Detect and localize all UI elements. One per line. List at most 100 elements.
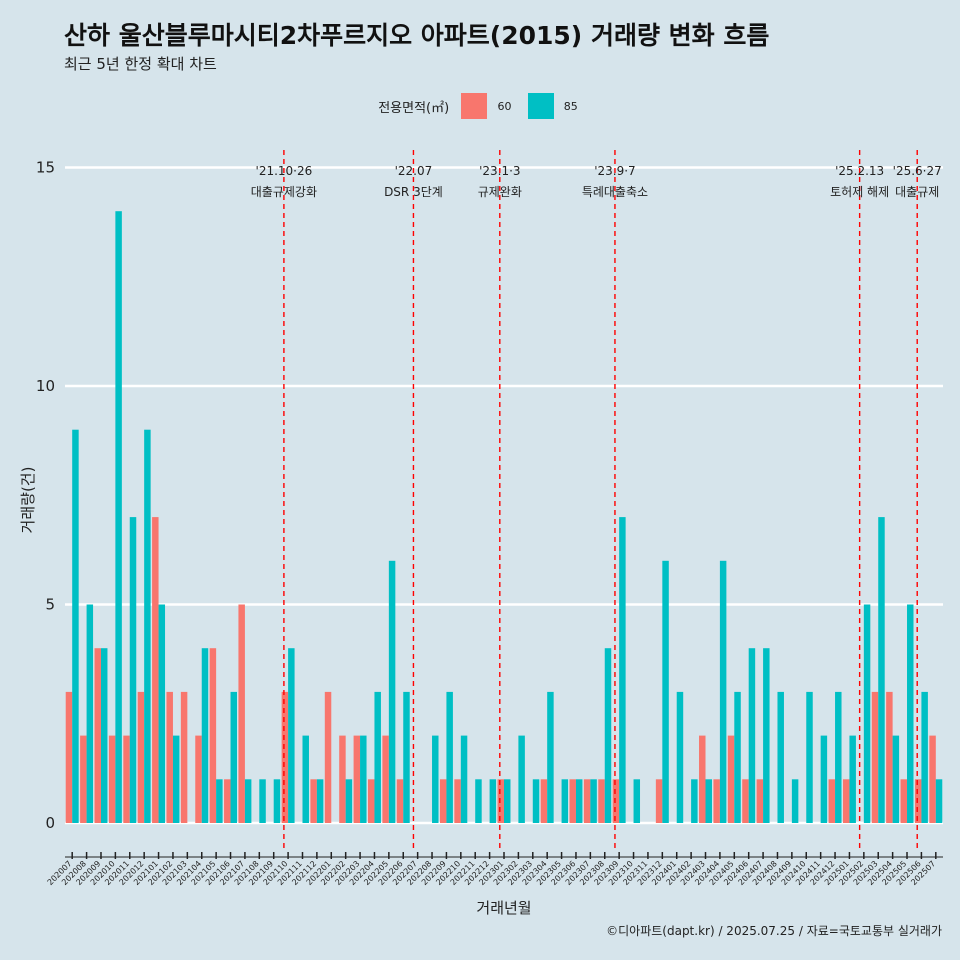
bar-85-202312	[662, 560, 669, 823]
bar-85-202409	[791, 779, 799, 823]
bar-85-202305	[561, 779, 569, 823]
source-caption: ©디아파트(dapt.kr) / 2025.07.25 / 자료=국토교통부 실…	[606, 924, 942, 938]
bar-85-202502	[863, 604, 871, 823]
bar-85-202211	[475, 779, 482, 823]
bar-60-202107	[238, 604, 245, 823]
bar-85-202303	[532, 779, 540, 823]
bar-85-202206	[403, 691, 410, 823]
bar-85-202406	[748, 648, 756, 823]
bar-85-202111	[302, 735, 309, 823]
bar-85-202209	[446, 691, 453, 823]
bar-85-202212	[489, 779, 497, 823]
bar-85-202501	[849, 735, 856, 823]
bar-60-202504	[886, 691, 893, 823]
y-tick-label-0: 0	[45, 814, 55, 832]
bar-60-202506	[914, 779, 922, 823]
bar-85-202208	[432, 735, 439, 823]
event-label-0: 대출규제강화	[251, 185, 317, 199]
bar-85-202411	[820, 735, 828, 823]
event-label-4: 토허제 해제	[830, 185, 889, 199]
bar-85-202507	[935, 779, 943, 823]
bar-60-202203	[353, 735, 361, 823]
legend-swatch-85	[527, 93, 554, 119]
bar-60-202010	[108, 735, 116, 823]
bar-85-202107	[244, 779, 252, 823]
bar-60-202103	[180, 691, 188, 823]
bar-85-202108	[259, 779, 266, 823]
bar-85-202112	[316, 779, 324, 823]
bar-60-202112	[310, 779, 317, 823]
bar-85-202307	[590, 779, 597, 823]
bar-85-202412	[835, 691, 842, 823]
bar-60-202312	[655, 779, 663, 823]
legend-title: 전용면적(㎡)	[378, 100, 450, 116]
bar-60-202007	[65, 691, 73, 823]
bar-60-202405	[727, 735, 735, 823]
y-tick-label-15: 15	[36, 159, 55, 177]
y-tick-label-10: 10	[36, 377, 55, 395]
bar-85-202110	[288, 648, 295, 823]
bar-60-202301	[497, 779, 504, 823]
bar-60-202412	[828, 779, 836, 823]
bar-60-202404	[713, 779, 720, 823]
bar-85-202403	[705, 779, 712, 823]
bar-85-202301	[504, 779, 511, 823]
event-date-1: '22.07	[395, 164, 433, 178]
bar-85-202009	[100, 648, 108, 823]
bar-60-202503	[871, 691, 879, 823]
event-label-2: 규제완화	[478, 185, 522, 199]
bar-85-202302	[518, 735, 525, 823]
bar-60-202205	[382, 735, 389, 823]
bar-60-202307	[583, 779, 591, 823]
bar-85-202105	[216, 779, 223, 823]
legend: 전용면적(㎡) 60 85	[0, 93, 960, 119]
bar-60-202309	[612, 779, 620, 823]
y-axis-label: 거래량(건)	[19, 467, 37, 534]
chart-title: 산하 울산블루마시티2차푸르지오 아파트(2015) 거래량 변화 흐름	[64, 21, 770, 50]
bar-85-202401	[676, 691, 684, 823]
bar-85-202404	[719, 560, 727, 823]
bar-60-202110	[281, 691, 289, 823]
bar-60-202105	[209, 648, 217, 823]
event-date-5: '25.6·27	[893, 164, 942, 178]
bar-60-202507	[929, 735, 936, 823]
bar-85-202503	[878, 517, 885, 823]
y-tick-label-5: 5	[45, 596, 55, 614]
legend-swatch-60	[461, 93, 488, 119]
bar-60-202204	[367, 779, 375, 823]
bar-85-202104	[201, 648, 209, 823]
bar-85-202506	[921, 691, 928, 823]
chart-subtitle: 최근 5년 한정 확대 차트	[64, 55, 217, 73]
legend-label-60: 60	[497, 99, 512, 113]
bar-60-202102	[166, 691, 173, 823]
bar-85-202204	[374, 691, 381, 823]
bar-85-202402	[691, 779, 698, 823]
bar-60-202101	[152, 517, 159, 823]
bar-85-202504	[892, 735, 900, 823]
bar-60-202012	[137, 691, 145, 823]
x-axis-label: 거래년월	[476, 899, 531, 917]
bar-60-202505	[900, 779, 908, 823]
bar-85-202205	[388, 560, 396, 823]
bar-85-202306	[575, 779, 583, 823]
bar-60-202206	[396, 779, 404, 823]
bar-85-202310	[633, 779, 641, 823]
bar-60-202210	[454, 779, 461, 823]
bar-85-202109	[273, 779, 281, 823]
bar-85-202008	[86, 604, 94, 823]
bar-60-202304	[540, 779, 548, 823]
bar-60-202407	[756, 779, 764, 823]
event-date-2: '23.1·3	[479, 164, 520, 178]
bar-85-202304	[547, 691, 554, 823]
bar-60-202308	[598, 779, 605, 823]
bar-85-202210	[460, 735, 468, 823]
event-date-4: '25.2.13	[835, 164, 884, 178]
bar-60-202501	[842, 779, 850, 823]
bar-60-202011	[123, 735, 130, 823]
bar-60-202106	[224, 779, 231, 823]
event-label-1: DSR 3단계	[384, 185, 443, 199]
event-label-5: 대출규제	[895, 185, 939, 199]
bar-85-202007	[72, 429, 79, 823]
